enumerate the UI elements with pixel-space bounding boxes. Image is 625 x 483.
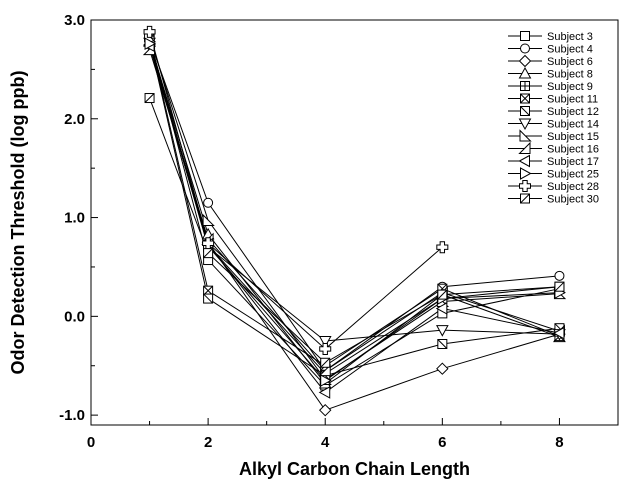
x-tick-label: 4 [321,434,330,451]
legend-label: Subject 30 [547,194,599,206]
series-line [149,45,560,394]
legend-item: Subject 6 [508,54,593,68]
legend-label: Subject 4 [547,44,593,56]
data-point [435,302,448,315]
x-tick-label: 8 [555,434,563,451]
legend-label: Subject 16 [547,144,599,156]
legend-marker [520,106,530,116]
plot-lines [149,31,560,411]
legend-marker [519,180,531,192]
data-point [554,270,565,281]
legend-marker [518,118,532,131]
data-point [144,37,157,51]
data-point [319,342,332,355]
legend-marker [520,193,530,204]
legend-marker [520,43,530,54]
series-line [149,49,560,372]
y-axis-title: Odor Detection Threshold (log ppb) [8,71,28,375]
legend-label: Subject 11 [547,94,598,106]
y-tick-label: 3.0 [64,12,85,29]
axis-ticks: 0 2 4 6 8 -1.0 0.0 1.0 2.0 3.0 [59,12,563,451]
data-point [320,357,331,368]
legend-marker [518,141,531,154]
series-line [149,36,560,381]
y-tick-label: 2.0 [64,111,85,128]
x-tick-label: 0 [87,434,95,451]
legend-item: Subject 25 [508,167,599,181]
legend-marker [518,54,532,68]
legend-item: Subject 17 [508,154,599,168]
series-line [149,37,560,387]
y-tick-label: -1.0 [59,407,85,424]
data-point [318,363,331,377]
series-line [149,40,560,377]
data-point [436,362,449,375]
data-point [144,93,155,104]
data-point [318,336,332,348]
data-point [320,374,332,387]
data-point [203,293,214,304]
legend-label: Subject 17 [547,156,599,168]
series-line [149,43,560,382]
legend-marker [520,93,530,104]
plot-frame [90,19,619,426]
legend-label: Subject 9 [547,81,593,93]
data-point [437,339,448,349]
legend-marker [520,81,530,91]
legend-label: Subject 6 [547,56,593,68]
legend-item: Subject 11 [508,93,598,106]
legend-item: Subject 28 [508,180,599,193]
legend-marker [518,154,530,168]
legend-label: Subject 25 [547,169,599,181]
data-point [143,25,156,38]
legend-marker [520,31,530,41]
legend-item: Subject 12 [508,106,599,118]
legend-item: Subject 14 [508,118,599,131]
legend-label: Subject 8 [547,69,593,81]
legend-item: Subject 15 [508,129,599,143]
legend-marker [518,66,532,79]
legend-label: Subject 3 [547,31,593,43]
data-point [318,386,331,399]
legend-item: Subject 3 [508,31,593,43]
y-tick-label: 0.0 [64,308,85,325]
data-point [202,213,215,227]
data-point [203,197,214,208]
data-point [437,289,448,300]
data-point [436,241,449,254]
legend-item: Subject 9 [508,81,593,93]
data-point [435,325,449,337]
legend-label: Subject 15 [547,131,599,143]
data-point [552,326,565,340]
y-tick-label: 1.0 [64,210,85,227]
legend-item: Subject 30 [508,193,599,206]
x-tick-label: 6 [438,434,446,451]
legend-marker [520,167,532,180]
x-axis-title: Alkyl Carbon Chain Length [239,459,470,479]
x-tick-label: 2 [204,434,212,451]
legend-label: Subject 12 [547,106,599,118]
legend-marker [519,129,532,142]
legend-label: Subject 14 [547,119,599,131]
legend-item: Subject 8 [508,66,593,81]
legend-item: Subject 4 [508,43,593,56]
data-point [319,403,332,417]
legend-item: Subject 16 [508,141,599,156]
data-point [554,281,565,292]
data-point [203,248,214,259]
legend-label: Subject 28 [547,181,599,193]
series-line [149,31,443,350]
plot-markers [142,25,567,417]
